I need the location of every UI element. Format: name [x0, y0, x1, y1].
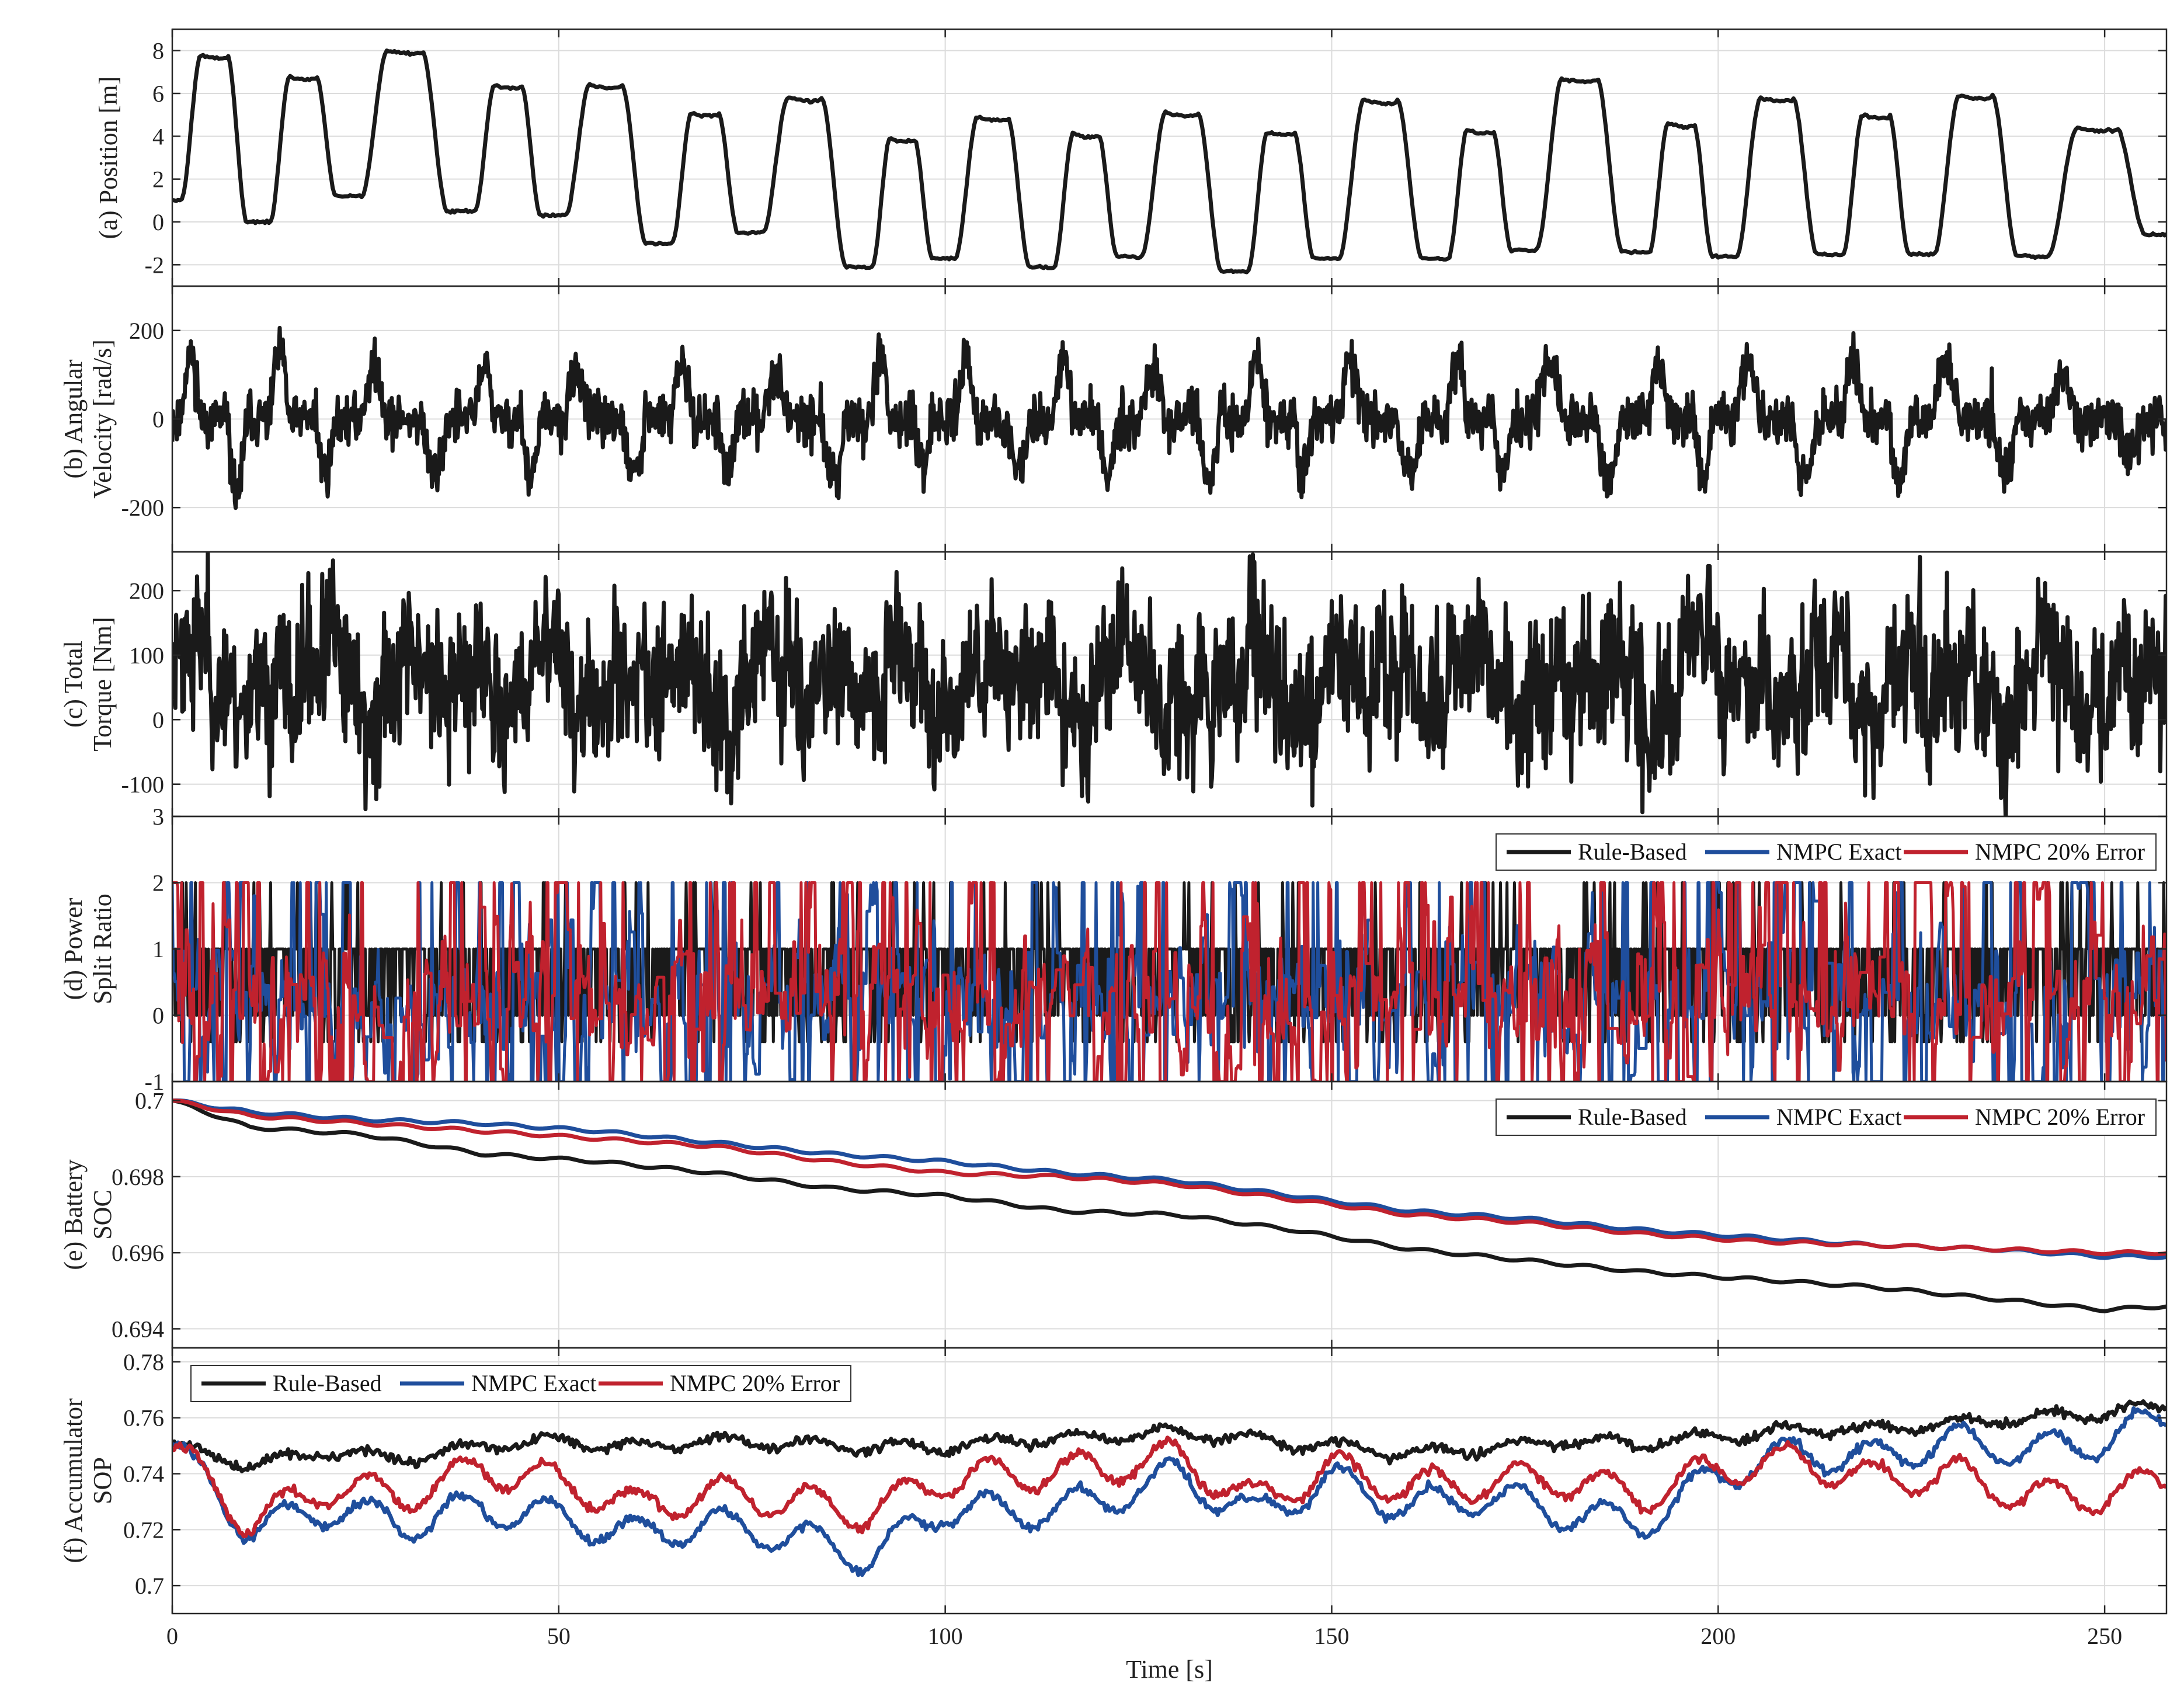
- y-tick-label: 0: [152, 1003, 164, 1029]
- panel-angular_velocity: -200 0 200 (b) Angular Velocity [rad/s]: [59, 285, 2168, 553]
- y-tick-label: 4: [152, 123, 164, 150]
- y-axis-label: (d) Power: [59, 898, 88, 1000]
- x-tick-label: 250: [2087, 1623, 2122, 1649]
- legend: Rule-Based NMPC Exact NMPC 20% Error: [190, 1365, 851, 1402]
- y-tick-label: 3: [152, 804, 164, 830]
- y-tick-label: 200: [129, 578, 164, 604]
- y-axis-label: (b) Angular: [59, 359, 88, 478]
- y-tick-label: -1: [145, 1069, 164, 1095]
- legend: Rule-Based NMPC Exact NMPC 20% Error: [1496, 833, 2157, 871]
- legend-label-nmpc_exact: NMPC Exact: [471, 1370, 596, 1396]
- x-tick-label: 200: [1700, 1623, 1736, 1649]
- y-tick-label: 0.7: [135, 1088, 164, 1114]
- legend: Rule-Based NMPC Exact NMPC 20% Error: [1496, 1098, 2157, 1136]
- y-tick-label: -200: [121, 495, 164, 521]
- y-tick-label: 100: [129, 642, 164, 669]
- legend-label-nmpc_exact: NMPC Exact: [1776, 839, 1901, 865]
- panel-accumulator_sop: 0.7 0.72 0.74 0.76 0.78 (f) Accumulator SOP Rul…: [59, 1347, 2168, 1615]
- legend-label-rule_based: Rule-Based: [273, 1370, 382, 1396]
- series-line-rule_based: [172, 48, 2166, 274]
- legend-label-nmpc_error: NMPC 20% Error: [1975, 839, 2145, 865]
- y-tick-label: 8: [152, 38, 164, 64]
- x-tick-label: 0: [166, 1623, 178, 1649]
- y-tick-label: 0.694: [112, 1316, 164, 1342]
- y-axis-label: SOC: [88, 1190, 117, 1240]
- y-axis-label: (c) Total: [59, 641, 88, 728]
- legend-label-nmpc_error: NMPC 20% Error: [670, 1370, 840, 1396]
- x-tick-label: 50: [547, 1623, 571, 1649]
- y-tick-label: 0.696: [112, 1240, 164, 1266]
- legend-box: [190, 1365, 851, 1402]
- series-line-rule_based: [172, 325, 2166, 510]
- series-line-rule_based: [172, 552, 2166, 816]
- panel-position: -2 0 2 4 6 8 (a) Position [m]: [94, 28, 2168, 287]
- y-axis-label: SOP: [88, 1457, 117, 1504]
- series-line-nmpc_exact: [172, 881, 2166, 1082]
- y-tick-label: 0: [152, 707, 164, 733]
- series-line-rule_based: [172, 1399, 2166, 1473]
- legend-label-rule_based: Rule-Based: [1578, 839, 1687, 865]
- y-tick-label: -100: [121, 771, 164, 798]
- y-tick-label: 0.76: [123, 1405, 164, 1431]
- y-tick-label: 1: [152, 936, 164, 962]
- y-tick-label: 6: [152, 81, 164, 107]
- x-tick-label: 150: [1314, 1623, 1349, 1649]
- y-tick-label: 2: [152, 166, 164, 193]
- y-tick-label: 0.74: [123, 1461, 164, 1487]
- legend-label-nmpc_error: NMPC 20% Error: [1975, 1104, 2145, 1130]
- panel-power_split: -1 0 1 2 3 (d) Power Split Ratio Rule-Based NMPC…: [59, 804, 2168, 1095]
- y-axis-label: (a) Position [m]: [94, 77, 123, 239]
- axes-frame: [171, 28, 2168, 287]
- y-tick-label: 200: [129, 318, 164, 344]
- legend-label-nmpc_exact: NMPC Exact: [1776, 1104, 1901, 1130]
- y-axis-label: Velocity [rad/s]: [88, 339, 117, 498]
- y-tick-label: 0: [152, 209, 164, 235]
- y-tick-label: 0.78: [123, 1349, 164, 1375]
- series-line-nmpc_error: [172, 881, 2166, 1082]
- y-tick-label: 0.7: [135, 1573, 164, 1599]
- legend-box: [1496, 833, 2157, 871]
- axes-frame: [171, 1347, 2168, 1615]
- x-axis-label: Time [s]: [1126, 1655, 1213, 1684]
- series-line-nmpc_error: [172, 1098, 2166, 1257]
- y-axis-label: (e) Battery: [59, 1159, 88, 1270]
- panel-battery_soc: 0.694 0.696 0.698 0.7 (e) Battery SOC Rule-Bas…: [59, 1080, 2168, 1349]
- y-tick-label: 2: [152, 870, 164, 896]
- y-axis-label: (f) Accumulator: [59, 1398, 88, 1563]
- y-tick-label: -2: [145, 252, 164, 278]
- y-tick-label: 0.72: [123, 1517, 164, 1543]
- legend-box: [1496, 1098, 2157, 1136]
- series-line-nmpc_exact: [172, 1406, 2166, 1577]
- x-tick-label: 100: [928, 1623, 963, 1649]
- series-line-rule_based: [172, 1098, 2166, 1313]
- y-axis-label: Split Ratio: [88, 894, 117, 1004]
- y-tick-label: 0: [152, 406, 164, 433]
- y-axis-label: Torque [Nm]: [88, 617, 117, 751]
- legend-label-rule_based: Rule-Based: [1578, 1104, 1687, 1130]
- y-tick-label: 0.698: [112, 1164, 164, 1190]
- series-line-nmpc_error: [172, 1435, 2166, 1539]
- panel-total_torque: -100 0 100 200 (c) Total Torque [Nm]: [59, 551, 2168, 818]
